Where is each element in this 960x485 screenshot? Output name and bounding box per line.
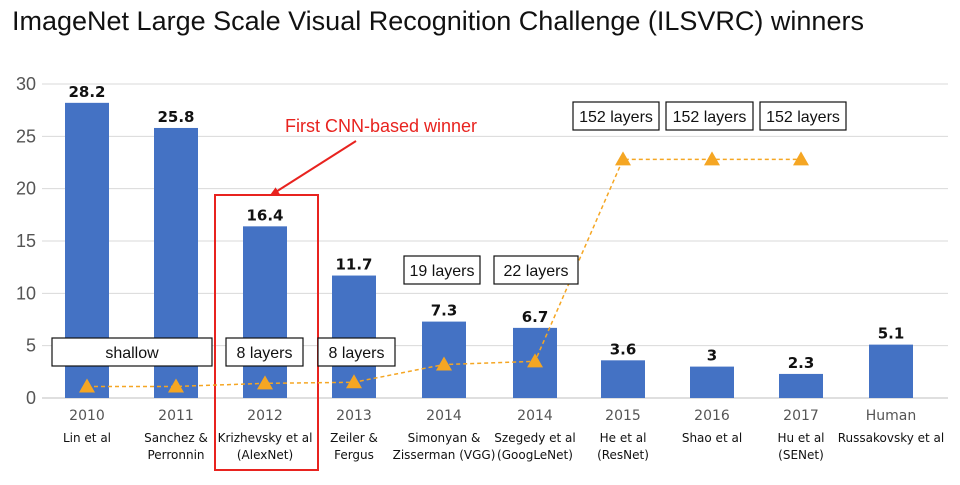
x-sublabel: Russakovsky et al bbox=[838, 431, 945, 445]
x-tick-label: 2014 bbox=[517, 408, 553, 424]
x-sublabel: (GoogLeNet) bbox=[497, 448, 573, 462]
layer-box bbox=[759, 101, 847, 131]
bar bbox=[779, 373, 823, 398]
layer-box bbox=[225, 337, 304, 367]
data-label: 2.3 bbox=[788, 354, 815, 372]
bar bbox=[869, 344, 913, 398]
data-label: 5.1 bbox=[878, 325, 905, 343]
layer-box-label: 19 layers bbox=[410, 263, 475, 280]
annotation-arrow bbox=[269, 140, 357, 197]
layer-box bbox=[51, 337, 213, 367]
x-sublabel: (ResNet) bbox=[597, 448, 649, 462]
chart-title: ImageNet Large Scale Visual Recognition … bbox=[12, 6, 864, 36]
layer-box-label: 8 layers bbox=[328, 345, 384, 362]
depth-marker bbox=[79, 378, 95, 393]
data-label: 6.7 bbox=[522, 308, 549, 326]
x-sublabel: He et al bbox=[600, 431, 647, 445]
x-tick-label: 2015 bbox=[605, 408, 641, 424]
data-label: 7.3 bbox=[431, 302, 458, 320]
data-label: 3.6 bbox=[610, 340, 637, 358]
data-label: 25.8 bbox=[157, 108, 194, 126]
depth-marker bbox=[615, 151, 631, 166]
x-sublabel: Szegedy et al bbox=[494, 431, 575, 445]
x-tick-label: 2014 bbox=[426, 408, 462, 424]
x-sublabel: Fergus bbox=[334, 448, 374, 462]
x-sublabel: (AlexNet) bbox=[237, 448, 293, 462]
x-sublabel: (SENet) bbox=[778, 448, 824, 462]
layer-box bbox=[572, 101, 660, 131]
depth-marker bbox=[436, 356, 452, 371]
x-tick-label: 2013 bbox=[336, 408, 372, 424]
x-sublabel: Sanchez & bbox=[144, 431, 208, 445]
x-tick-label: 2010 bbox=[69, 408, 105, 424]
bar bbox=[690, 366, 734, 398]
layer-box-label: 22 layers bbox=[504, 263, 569, 280]
depth-marker bbox=[793, 151, 809, 166]
y-tick-label: 25 bbox=[16, 126, 36, 146]
x-sublabel: Zeiler & bbox=[330, 431, 378, 445]
layer-box-label: 152 layers bbox=[766, 109, 840, 126]
layer-box-label: 8 layers bbox=[236, 345, 292, 362]
x-sublabel: Simonyan & bbox=[408, 431, 481, 445]
layer-box bbox=[493, 255, 579, 285]
depth-marker bbox=[257, 375, 273, 390]
x-tick-label: Human bbox=[866, 408, 917, 424]
annotation-text: First CNN-based winner bbox=[285, 116, 477, 136]
y-tick-label: 0 bbox=[26, 388, 36, 408]
data-label: 16.4 bbox=[246, 206, 283, 224]
bar bbox=[601, 360, 645, 398]
data-label: 3 bbox=[707, 347, 717, 365]
y-tick-label: 15 bbox=[16, 231, 36, 251]
x-sublabel: Perronnin bbox=[147, 448, 204, 462]
x-sublabel: Zisserman (VGG) bbox=[393, 448, 496, 462]
y-tick-label: 30 bbox=[16, 74, 36, 94]
depth-marker bbox=[527, 353, 543, 368]
layer-box-label: shallow bbox=[105, 345, 159, 362]
y-tick-label: 20 bbox=[16, 179, 36, 199]
x-tick-label: 2012 bbox=[247, 408, 283, 424]
data-label: 11.7 bbox=[335, 256, 372, 274]
y-tick-label: 5 bbox=[26, 336, 36, 356]
y-tick-label: 10 bbox=[16, 283, 36, 303]
highlight-box bbox=[214, 194, 319, 471]
layer-box bbox=[665, 101, 754, 131]
layer-box-label: 152 layers bbox=[673, 109, 747, 126]
bar bbox=[243, 226, 287, 398]
depth-marker bbox=[168, 378, 184, 393]
x-sublabel: Hu et al bbox=[777, 431, 824, 445]
x-tick-label: 2011 bbox=[158, 408, 194, 424]
x-sublabel: Lin et al bbox=[63, 431, 111, 445]
data-label: 28.2 bbox=[68, 83, 105, 101]
depth-marker bbox=[346, 374, 362, 389]
layer-box bbox=[403, 255, 481, 285]
layer-box bbox=[317, 337, 396, 367]
x-tick-label: 2017 bbox=[783, 408, 819, 424]
x-sublabel: Shao et al bbox=[682, 431, 742, 445]
x-sublabel: Krizhevsky et al bbox=[218, 431, 313, 445]
x-tick-label: 2016 bbox=[694, 408, 730, 424]
depth-marker bbox=[704, 151, 720, 166]
layer-box-label: 152 layers bbox=[579, 109, 653, 126]
